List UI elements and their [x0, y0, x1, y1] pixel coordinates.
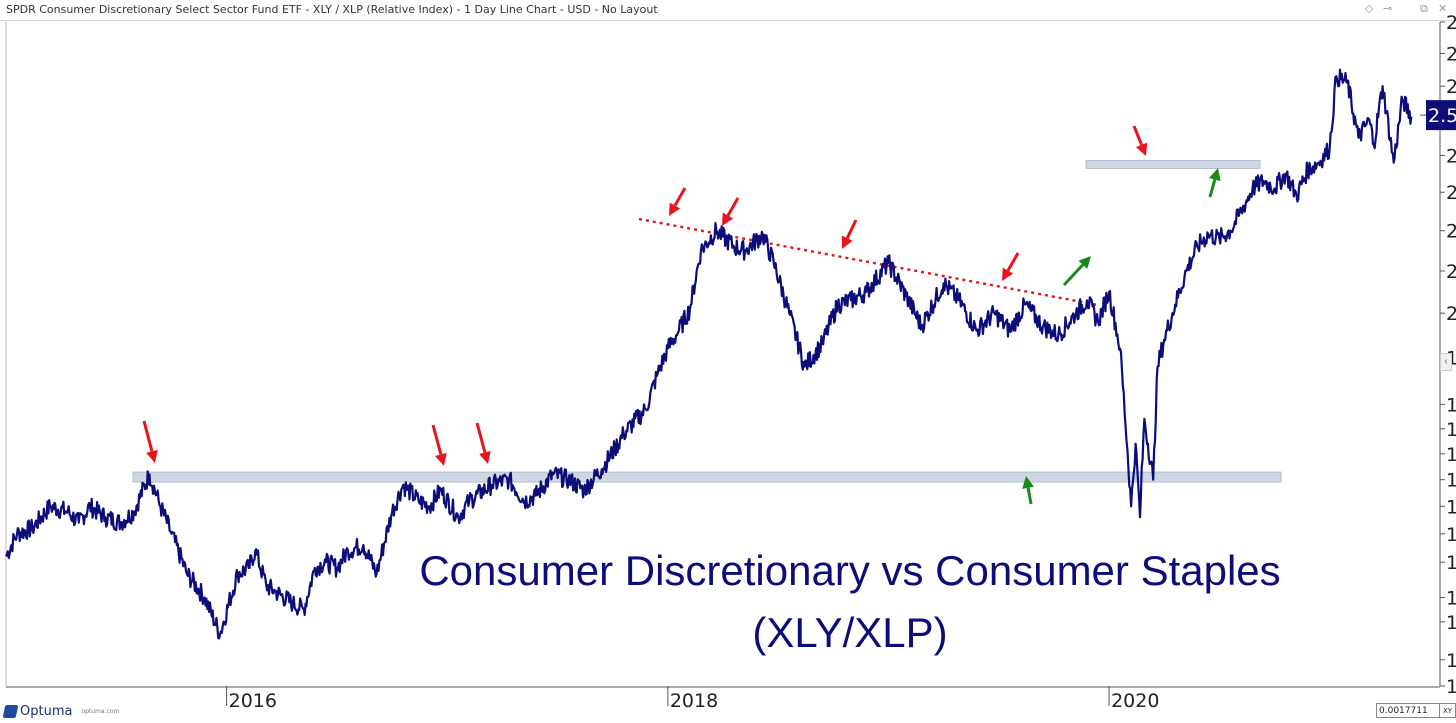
resistance-arrow: [1002, 252, 1020, 281]
optuma-logo-icon: [2, 704, 19, 718]
arrow-shaft: [431, 424, 443, 455]
y-tick-label: 1.8000: [1446, 394, 1456, 416]
resistance-arrow: [431, 424, 447, 466]
price-series-line: [5, 68, 1413, 640]
pin-icon[interactable]: ⊸: [1383, 2, 1393, 15]
y-tick-label: 1.7000: [1446, 444, 1456, 466]
arrow-head: [669, 202, 681, 216]
arrow-shaft: [1006, 252, 1020, 272]
resistance-arrow: [1132, 125, 1148, 156]
arrow-shaft: [1026, 487, 1033, 505]
close-icon[interactable]: ✕: [1438, 2, 1448, 15]
brand-url: optuma.com: [81, 707, 120, 715]
arrow-head: [1002, 267, 1014, 281]
brand-name: Optuma: [20, 703, 73, 719]
y-tick-label: 2.2000: [1446, 221, 1456, 243]
arrow-shaft: [673, 187, 687, 207]
y-tick-label: 1.5500: [1446, 524, 1456, 546]
scale-readout[interactable]: 0.0017711: [1376, 703, 1440, 718]
annotation-subtitle: (XLY/XLP): [752, 609, 947, 656]
resistance-arrow: [722, 197, 740, 226]
resistance-arrow: [142, 420, 158, 463]
support-arrow: [1022, 476, 1035, 505]
support-bands[interactable]: [132, 160, 1282, 483]
resistance-arrow: [475, 422, 491, 464]
annotation-title: Consumer Discretionary vs Consumer Stapl…: [419, 547, 1280, 594]
arrow-head: [435, 452, 447, 466]
y-tick-label: 1.3400: [1446, 650, 1456, 672]
y-tick-label: 1.5000: [1446, 552, 1456, 574]
arrow-head: [1078, 256, 1091, 269]
support-arrow: [1208, 168, 1221, 198]
y-tick-label: 2.6000: [1446, 76, 1456, 98]
y-tick-label: 1.7500: [1446, 419, 1456, 441]
x-tick-label: 2016: [229, 690, 277, 712]
y-axis[interactable]: 1.3000 1.3400 1.4000 1.4400 1.5000 1.5500 1.60…: [5, 12, 1456, 698]
arrow-shaft: [1208, 179, 1217, 198]
arrow-head: [146, 449, 158, 463]
series-group: [5, 68, 1413, 640]
arrow-head: [479, 450, 491, 464]
support-band-lower: [132, 471, 1282, 483]
arrow-shaft: [726, 197, 740, 217]
x-axis[interactable]: 2016 2018 2020: [226, 686, 1160, 712]
x-tick-label: 2020: [1111, 690, 1159, 712]
support-arrow: [1062, 256, 1091, 287]
support-band-upper: [1085, 160, 1261, 169]
brand-logo: Optuma optuma.com: [2, 703, 120, 719]
title-bar: SPDR Consumer Discretionary Select Secto…: [0, 0, 1456, 21]
arrow-shaft: [142, 420, 154, 452]
last-price-box: [1426, 100, 1456, 131]
y-tick-label: 2.7000: [1446, 43, 1456, 65]
y-tick-label: 2.3000: [1446, 182, 1456, 204]
y-tick-label: 1.4400: [1446, 587, 1456, 609]
arrow-shaft: [1062, 263, 1084, 287]
arrow-shaft: [475, 422, 487, 453]
y-tick-label: 2.1000: [1446, 261, 1456, 283]
xy-toggle-button[interactable]: XY: [1440, 703, 1456, 718]
y-tick-label: 2.0000: [1446, 303, 1456, 325]
y-tick-label: 1.6500: [1446, 470, 1456, 492]
arrow-head: [1209, 168, 1221, 182]
y-tick-label: 2.4000: [1446, 145, 1456, 167]
x-tick-label: 2018: [670, 690, 718, 712]
arrow-head: [841, 235, 853, 249]
arrow-head: [1022, 476, 1035, 489]
y-tick-label: 1.6000: [1446, 496, 1456, 518]
y-tick-label: 2.8000: [1446, 12, 1456, 34]
diamond-icon[interactable]: ◇: [1365, 2, 1374, 15]
collapse-icon[interactable]: ‹: [1440, 353, 1452, 371]
last-price-label: 2.5144: [1428, 105, 1456, 127]
window-title: SPDR Consumer Discretionary Select Secto…: [6, 3, 658, 16]
arrow-shaft: [1132, 125, 1143, 146]
arrow-head: [722, 212, 734, 226]
resistance-arrow: [841, 219, 858, 249]
arrow-head: [1135, 142, 1148, 156]
arrow-annotations[interactable]: [142, 125, 1221, 505]
restore-icon[interactable]: ⧉: [1420, 2, 1428, 15]
resistance-arrow: [669, 187, 687, 216]
last-price-marker: 2.5144: [1420, 100, 1456, 131]
arrow-shaft: [845, 219, 858, 239]
y-tick-label: 1.4000: [1446, 612, 1456, 634]
y-tick-label: 1.3000: [1446, 676, 1456, 698]
